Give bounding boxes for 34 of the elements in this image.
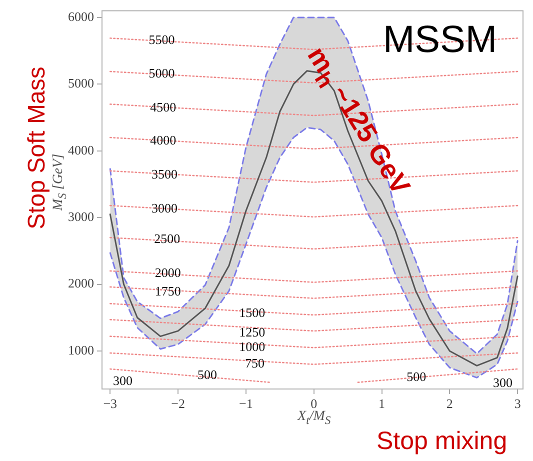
annotation: 5000 bbox=[148, 66, 175, 81]
annotation: 2500 bbox=[154, 231, 180, 246]
y-tick-label: 3000 bbox=[68, 209, 94, 224]
annotation: 4000 bbox=[150, 132, 176, 148]
x-tick-label: 3 bbox=[514, 396, 521, 412]
annotation: 1000 bbox=[239, 339, 266, 354]
annotation: MSSM bbox=[383, 19, 497, 61]
annotation: 2000 bbox=[154, 265, 181, 280]
x-tick-label: 1 bbox=[378, 396, 386, 412]
annotation: 500 bbox=[406, 369, 426, 384]
annotation: 1750 bbox=[154, 284, 181, 299]
x-tick-label: 0 bbox=[310, 396, 318, 412]
text: Stop Soft Mass bbox=[22, 66, 50, 230]
annotation: 3500 bbox=[151, 166, 178, 182]
y-tick-label: 6000 bbox=[68, 8, 94, 24]
annotation: 750 bbox=[245, 356, 265, 371]
x-tick-label: −3 bbox=[103, 396, 118, 412]
x-tick-label: −1 bbox=[239, 396, 253, 412]
annotation: 500 bbox=[198, 367, 217, 382]
x-tick-label: −2 bbox=[171, 396, 185, 412]
y-tick-label: 1000 bbox=[68, 342, 94, 358]
x-tick-label: 2 bbox=[446, 396, 453, 412]
annotation: 300 bbox=[493, 374, 512, 390]
text: Stop mixing bbox=[376, 426, 508, 454]
y-tick-label: 5000 bbox=[68, 76, 94, 91]
annotation: 5500 bbox=[148, 32, 175, 48]
annotation: 3000 bbox=[151, 200, 178, 216]
y-tick-label: 4000 bbox=[68, 142, 94, 158]
annotation: 1500 bbox=[239, 305, 266, 320]
annotation: 300 bbox=[113, 372, 132, 388]
annotation: 1250 bbox=[239, 324, 266, 340]
annotation: 4500 bbox=[150, 100, 176, 115]
x-axis-title: X$_{t}$/M$_{S}$ bbox=[298, 409, 331, 427]
y-tick-label: 2000 bbox=[68, 276, 94, 291]
